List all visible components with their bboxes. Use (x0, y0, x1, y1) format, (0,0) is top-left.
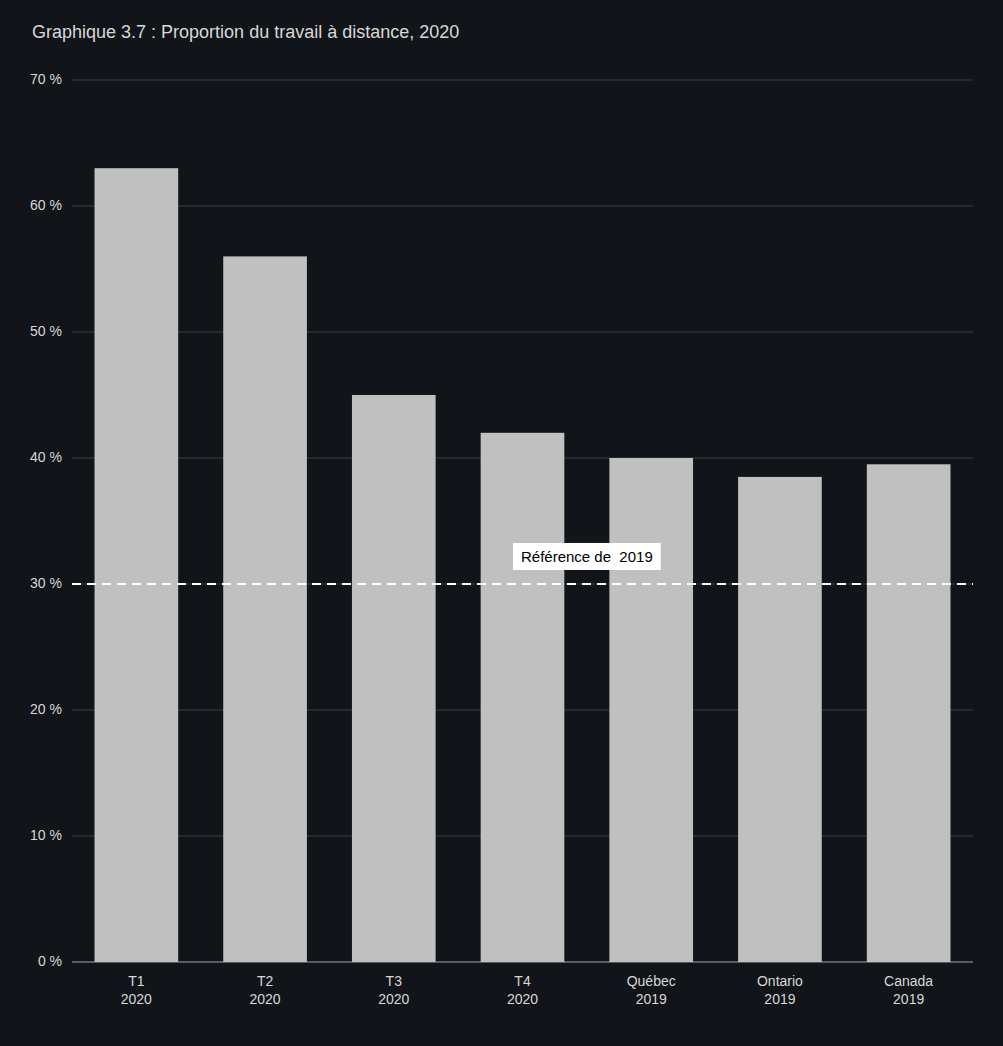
y-axis: 0 % 10 % 20 % 30 % 40 % 50 % 60 % 70 % (30, 71, 62, 969)
bar (95, 168, 179, 962)
reference-label-box (513, 543, 661, 570)
reference: Référence de 2019 (72, 543, 973, 584)
x-tick-label-line: 2020 (121, 991, 152, 1007)
x-tick-label-line: 2019 (636, 991, 667, 1007)
y-tick-label: 70 % (30, 71, 62, 87)
y-tick-label: 60 % (30, 197, 62, 213)
reference-label: Référence de 2019 (521, 548, 653, 565)
x-axis: T12020T22020T32020T42020Québec2019Ontari… (121, 973, 934, 1007)
grid-line (72, 80, 973, 81)
y-tick-label: 30 % (30, 575, 62, 591)
y-tick-label: 50 % (30, 323, 62, 339)
x-tick-label: Québec 2019 (627, 973, 676, 1007)
x-tick-label-line: 2019 (764, 991, 795, 1007)
x-tick-label: T3 2020 (378, 973, 409, 1007)
x-tick-label-line: 2020 (507, 991, 538, 1007)
y-tick-label: 0 % (38, 953, 62, 969)
x-tick-label: T1 2020 (121, 973, 152, 1007)
x-tick-label-line: T1 (128, 973, 145, 989)
x-tick-label-line: T2 (257, 973, 274, 989)
x-tick-label: T2 2020 (249, 973, 280, 1007)
x-tick-label-line: T3 (386, 973, 403, 989)
x-tick-label-line: Ontario (757, 973, 803, 989)
x-tick-label-line: Canada (884, 973, 933, 989)
bar (867, 464, 951, 962)
reference-line (72, 583, 973, 585)
x-tick-label-line: T4 (514, 973, 531, 989)
reference-line-group (72, 584, 973, 585)
y-tick-label: 40 % (30, 449, 62, 465)
y-tick-label: 20 % (30, 701, 62, 717)
x-tick-label-line: 2020 (249, 991, 280, 1007)
grid-line (72, 584, 973, 585)
x-tick-label-line: Québec (627, 973, 676, 989)
x-tick-label-line: 2020 (378, 991, 409, 1007)
bar (481, 433, 565, 962)
y-tick-label: 10 % (30, 827, 62, 843)
x-tick-label-line: 2019 (893, 991, 924, 1007)
background (0, 0, 1003, 1046)
x-tick-label: Canada 2019 (884, 973, 933, 1007)
grid-line (72, 206, 973, 207)
x-tick-label: T4 2020 (507, 973, 538, 1007)
chart-svg: 0 % 10 % 20 % 30 % 40 % 50 % 60 % 70 % T1 2020 T2 2… (0, 0, 1003, 1046)
bar (738, 477, 822, 962)
bars (95, 168, 951, 962)
bar (609, 458, 693, 962)
title: Graphique 3.7 : Proportion du travail à … (32, 22, 459, 42)
bar (223, 256, 307, 962)
x-tick-label: Ontario 2019 (757, 973, 803, 1007)
grid-line (72, 332, 973, 333)
grid (72, 80, 973, 962)
chart-container: 0 % 10 % 20 % 30 % 40 % 50 % 60 % 70 % T1 2020 T2 2… (0, 0, 1003, 1046)
bar (352, 395, 436, 962)
